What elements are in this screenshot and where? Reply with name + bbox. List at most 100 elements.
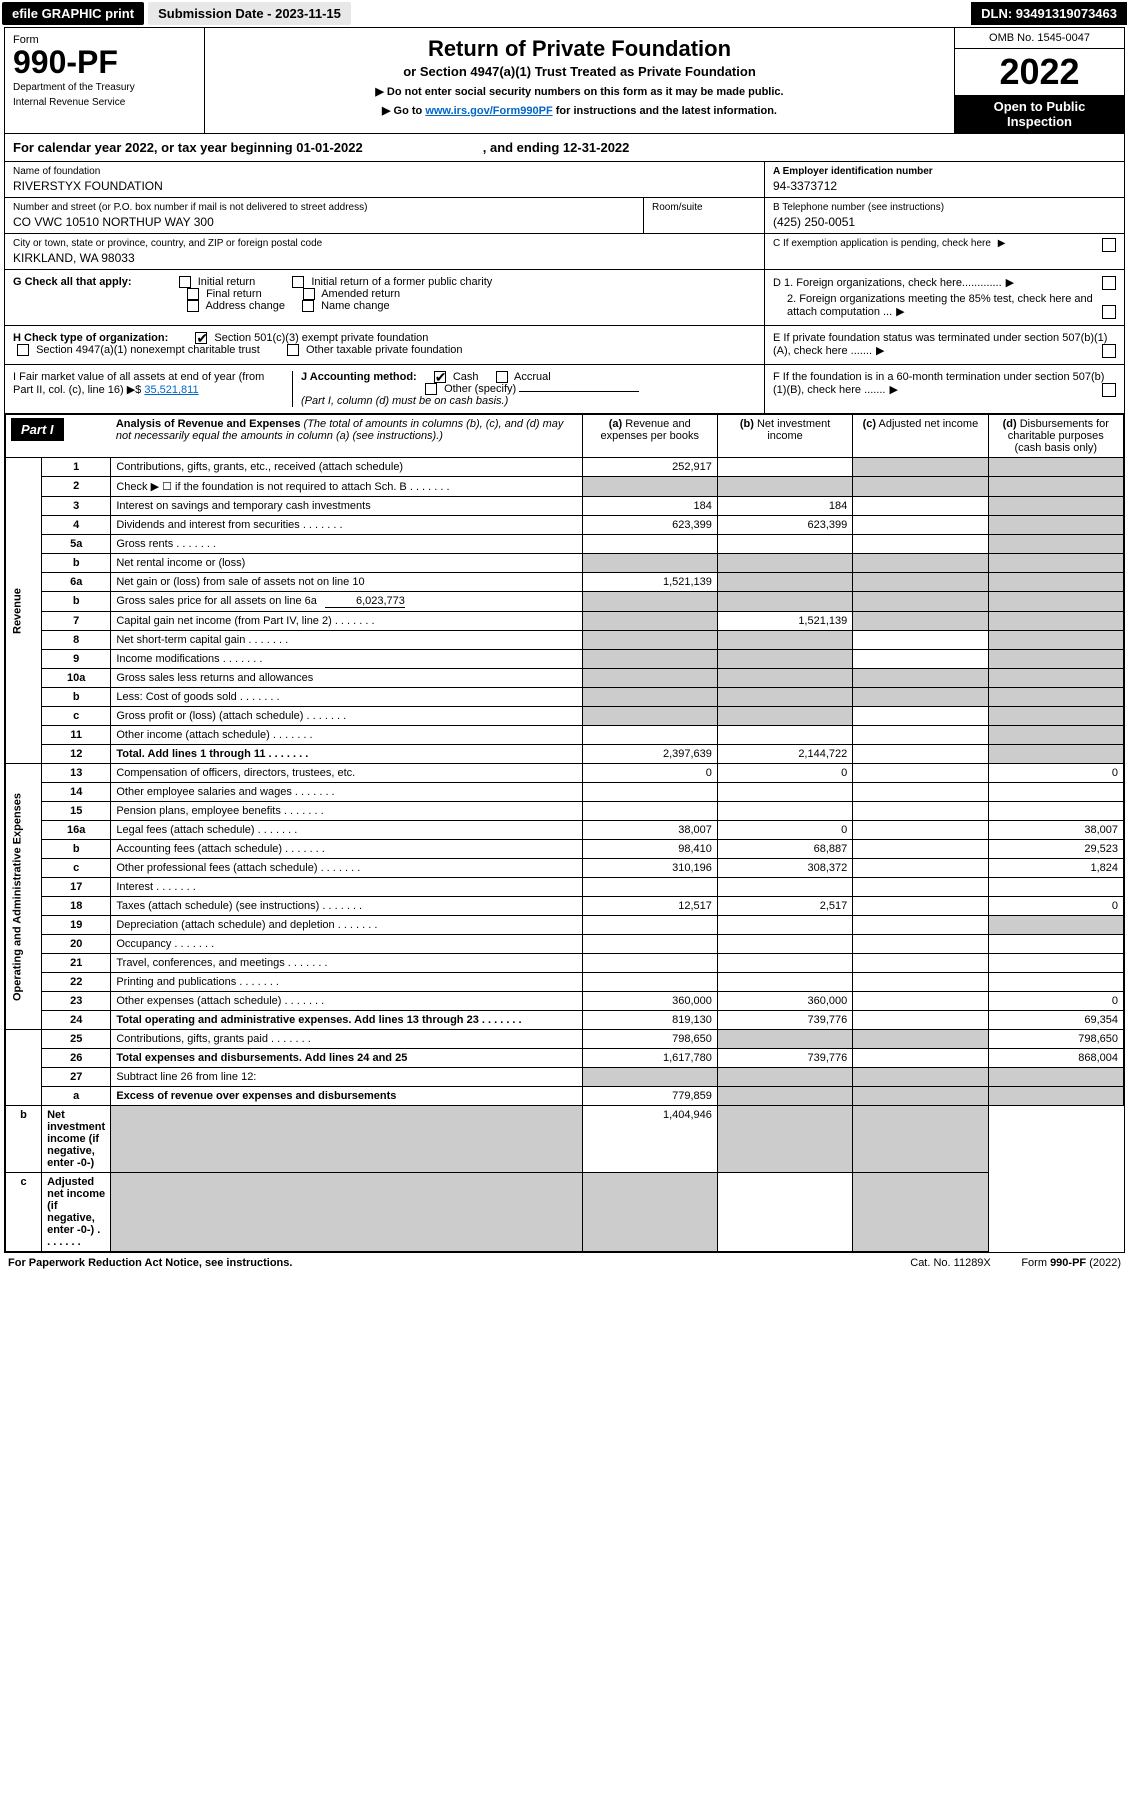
cell-a: 623,399 — [582, 516, 717, 535]
instr-pre: ▶ Go to — [382, 105, 425, 117]
omb-number: OMB No. 1545-0047 — [955, 28, 1124, 49]
cell-a: 38,007 — [582, 821, 717, 840]
table-row: 12Total. Add lines 1 through 11 . . . . … — [6, 745, 1124, 764]
d1-checkbox[interactable] — [1102, 276, 1116, 290]
table-row: 21Travel, conferences, and meetings . . … — [6, 954, 1124, 973]
city-label: City or town, state or province, country… — [13, 238, 756, 249]
instr-ssn: ▶ Do not enter social security numbers o… — [217, 85, 942, 98]
j-opt-0: Cash — [453, 371, 479, 383]
cell-c — [853, 859, 988, 878]
other-taxable-chk[interactable] — [287, 344, 299, 356]
g-opt-4: Address change — [205, 300, 285, 312]
fmv-value[interactable]: 35,521,811 — [144, 384, 198, 396]
cell-b — [717, 1068, 852, 1087]
h-opt-1: Section 4947(a)(1) nonexempt charitable … — [36, 344, 260, 356]
addr-label: Number and street (or P.O. box number if… — [13, 202, 635, 213]
line-description: Pension plans, employee benefits . . . .… — [111, 802, 582, 821]
form-number: 990-PF — [13, 46, 196, 78]
line-number: 5a — [42, 535, 111, 554]
cash-chk[interactable] — [434, 371, 446, 383]
table-row: 18Taxes (attach schedule) (see instructi… — [6, 897, 1124, 916]
final-return-chk[interactable] — [187, 288, 199, 300]
line-number: 22 — [42, 973, 111, 992]
form-subtitle: or Section 4947(a)(1) Trust Treated as P… — [217, 64, 942, 79]
initial-public-chk[interactable] — [292, 276, 304, 288]
cell-b: 739,776 — [717, 1049, 852, 1068]
cell-b: 0 — [717, 764, 852, 783]
cell-b — [717, 878, 852, 897]
cell-a — [582, 726, 717, 745]
line-number: 21 — [42, 954, 111, 973]
cell-a — [582, 783, 717, 802]
telephone: (425) 250-0051 — [773, 215, 1116, 229]
cell-c — [853, 897, 988, 916]
line-description: Gross rents . . . . . . . — [111, 535, 582, 554]
line-description: Subtract line 26 from line 12: — [111, 1068, 582, 1087]
arrow-icon: ▶ — [889, 383, 897, 396]
table-row: bGross sales price for all assets on lin… — [6, 592, 1124, 612]
line-description: Net rental income or (loss) — [111, 554, 582, 573]
e-checkbox[interactable] — [1102, 344, 1116, 358]
f-checkbox[interactable] — [1102, 383, 1116, 397]
accrual-chk[interactable] — [496, 371, 508, 383]
cell-a — [111, 1173, 582, 1252]
line-number: 3 — [42, 497, 111, 516]
table-row: cOther professional fees (attach schedul… — [6, 859, 1124, 878]
other-method-chk[interactable] — [425, 383, 437, 395]
cell-a: 252,917 — [582, 458, 717, 477]
expenses-sidebar: Operating and Administrative Expenses — [6, 764, 42, 1030]
cell-c — [853, 1087, 988, 1106]
blank-sidebar — [6, 1030, 42, 1106]
org-info-grid: Name of foundation RIVERSTYX FOUNDATION … — [5, 162, 1124, 270]
line-description: Interest . . . . . . . — [111, 878, 582, 897]
name-change-chk[interactable] — [302, 300, 314, 312]
section-i: I Fair market value of all assets at end… — [13, 371, 293, 407]
4947a1-chk[interactable] — [17, 344, 29, 356]
cell-d — [988, 458, 1123, 477]
cell-d: 69,354 — [988, 1011, 1123, 1030]
line-description: Net gain or (loss) from sale of assets n… — [111, 573, 582, 592]
initial-return-chk[interactable] — [179, 276, 191, 288]
address-row: Number and street (or P.O. box number if… — [5, 198, 764, 234]
line-description: Gross profit or (loss) (attach schedule)… — [111, 707, 582, 726]
section-h: H Check type of organization: Section 50… — [5, 326, 765, 364]
submission-date-pill: Submission Date - 2023-11-15 — [148, 2, 351, 25]
cell-a: 819,130 — [582, 1011, 717, 1030]
d2-checkbox[interactable] — [1102, 305, 1116, 319]
dept-irs: Internal Revenue Service — [13, 97, 196, 108]
amended-return-chk[interactable] — [303, 288, 315, 300]
j-note: (Part I, column (d) must be on cash basi… — [301, 395, 508, 407]
cell-c — [853, 1011, 988, 1030]
cell-b — [717, 631, 852, 650]
cell-d — [988, 669, 1123, 688]
cell-c — [853, 631, 988, 650]
line-number: 18 — [42, 897, 111, 916]
irs-link[interactable]: www.irs.gov/Form990PF — [425, 105, 552, 117]
section-g: G Check all that apply: Initial return I… — [5, 270, 765, 325]
cell-c — [853, 935, 988, 954]
line-number: b — [42, 592, 111, 612]
form-title: Return of Private Foundation — [217, 36, 942, 62]
cell-b — [717, 650, 852, 669]
cell-b — [717, 1030, 852, 1049]
line-number: b — [6, 1106, 42, 1173]
line-number: 15 — [42, 802, 111, 821]
cell-b — [717, 1087, 852, 1106]
cell-d — [988, 554, 1123, 573]
c-checkbox[interactable] — [1102, 238, 1116, 252]
address-change-chk[interactable] — [187, 300, 199, 312]
open-public-badge: Open to Public Inspection — [955, 95, 1124, 133]
line-number: 2 — [42, 477, 111, 497]
part1-table: Part I Analysis of Revenue and Expenses … — [5, 414, 1124, 1252]
line-number: 1 — [42, 458, 111, 477]
line-description: Printing and publications . . . . . . . — [111, 973, 582, 992]
cell-d: 868,004 — [988, 1049, 1123, 1068]
table-row: 4Dividends and interest from securities … — [6, 516, 1124, 535]
line-number: 7 — [42, 612, 111, 631]
cell-c — [853, 650, 988, 669]
catalog-number: Cat. No. 11289X — [910, 1257, 991, 1269]
501c3-chk[interactable] — [195, 332, 207, 344]
paperwork-notice: For Paperwork Reduction Act Notice, see … — [8, 1257, 292, 1269]
cell-d — [988, 745, 1123, 764]
efile-pill[interactable]: efile GRAPHIC print — [2, 2, 144, 25]
